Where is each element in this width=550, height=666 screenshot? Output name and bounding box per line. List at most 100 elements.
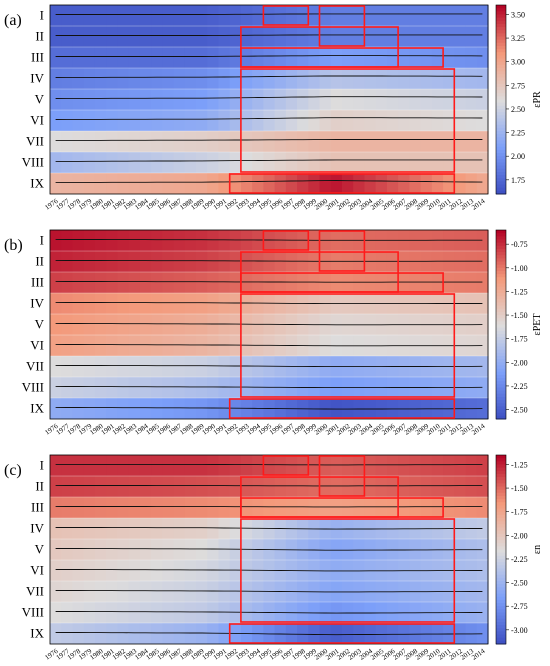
heatmap-cell (50, 89, 62, 110)
colorbar-segment (496, 581, 506, 585)
heatmap-cell (94, 110, 107, 131)
heatmap-cell (252, 5, 264, 26)
heatmap-cell (61, 602, 74, 623)
heatmap-cell (218, 5, 231, 26)
heatmap-cell (128, 581, 141, 602)
heatmap-cell (173, 251, 186, 272)
colorbar-segment (496, 80, 506, 85)
heatmap-cell (128, 314, 141, 335)
colorbar-tick-label: 2.75 (511, 81, 525, 90)
heatmap-cell (454, 497, 467, 518)
heatmap-cell (151, 251, 163, 272)
heatmap-cell (117, 623, 130, 644)
heatmap-cell (420, 89, 433, 110)
colorbar-segment (496, 308, 506, 313)
colorbar-segment (496, 349, 506, 354)
heatmap-cell (94, 335, 107, 356)
trend-line (55, 139, 483, 141)
heatmap-cell (173, 356, 186, 377)
heatmap-cell (319, 497, 332, 518)
heatmap-cell (173, 398, 186, 419)
heatmap-cell (252, 47, 264, 68)
colorbar-segment (496, 495, 506, 500)
heatmap-cell (364, 110, 377, 131)
colorbar-segment (496, 458, 506, 462)
colorbar-segment (496, 346, 506, 351)
heatmap-cell (94, 230, 107, 251)
heatmap-cell (454, 5, 467, 26)
heatmap-cell (252, 26, 264, 47)
heatmap-cell (263, 455, 276, 476)
heatmap-cell (151, 26, 163, 47)
trend-line (55, 75, 483, 78)
heatmap-cell (61, 539, 74, 560)
row-label: IX (30, 401, 44, 416)
heatmap-cell (196, 68, 208, 89)
heatmap-cell (151, 398, 163, 419)
colorbar-tick-label: -2.50 (511, 406, 528, 415)
heatmap-cell (229, 68, 242, 89)
heatmap-cell (398, 539, 410, 560)
heatmap-cell (72, 314, 85, 335)
heatmap-cell (319, 47, 332, 68)
heatmap-cell (94, 476, 107, 497)
heatmap-cell (319, 173, 332, 194)
heatmap-cell (72, 335, 85, 356)
heatmap-cell (61, 314, 74, 335)
colorbar-segment (496, 461, 506, 465)
heatmap-cell (454, 110, 467, 131)
heatmap-cell (184, 314, 197, 335)
trend-line (55, 55, 483, 57)
heatmap-cell (151, 152, 163, 173)
heatmap-cell (297, 497, 309, 518)
colorbar-segment (496, 233, 506, 237)
colorbar-segment (496, 165, 506, 170)
heatmap-cell (476, 518, 489, 539)
colorbar-label: εPET (532, 314, 543, 336)
panel-label: (a) (4, 12, 22, 29)
heatmap-cell (83, 497, 96, 518)
heatmap-cell (431, 152, 444, 173)
heatmap-cell (364, 497, 377, 518)
colorbar-segment (496, 261, 506, 266)
colorbar-segment (496, 23, 506, 28)
heatmap-cell (375, 47, 388, 68)
heatmap-cell (128, 518, 141, 539)
heatmap-cell (443, 623, 455, 644)
heatmap-cell (297, 5, 309, 26)
heatmap-cell (207, 68, 220, 89)
colorbar-segment (496, 628, 506, 632)
highlight-box (318, 455, 366, 497)
heatmap-cell (375, 89, 388, 110)
heatmap-cell (83, 602, 96, 623)
heatmap-cell (196, 581, 208, 602)
colorbar-segment (496, 637, 506, 642)
colorbar-segment (496, 584, 506, 588)
heatmap-cell (83, 335, 96, 356)
heatmap-cell (173, 5, 186, 26)
heatmap-cell (61, 560, 74, 581)
heatmap-cell (128, 110, 141, 131)
colorbar-segment (496, 30, 506, 34)
heatmap-cell (61, 251, 74, 272)
heatmap-cell (342, 110, 354, 131)
heatmap-cell (274, 497, 287, 518)
colorbar-segment (496, 340, 506, 344)
heatmap-cell (375, 5, 388, 26)
heatmap-cell (72, 539, 85, 560)
colorbar-segment (496, 518, 506, 522)
heatmap-cell (207, 581, 220, 602)
heatmap-cell (409, 5, 422, 26)
heatmap-cell (319, 602, 332, 623)
heatmap-cell (207, 377, 220, 398)
heatmap-cell (128, 230, 141, 251)
heatmap-cell (50, 377, 62, 398)
row-label: II (35, 254, 44, 269)
heatmap-cell (319, 5, 332, 26)
heatmap-cell (139, 272, 152, 293)
colorbar-segment (496, 396, 506, 401)
heatmap-cell (139, 89, 152, 110)
heatmap-cell (162, 602, 175, 623)
heatmap-cell (128, 89, 141, 110)
heatmap-cell (50, 539, 62, 560)
